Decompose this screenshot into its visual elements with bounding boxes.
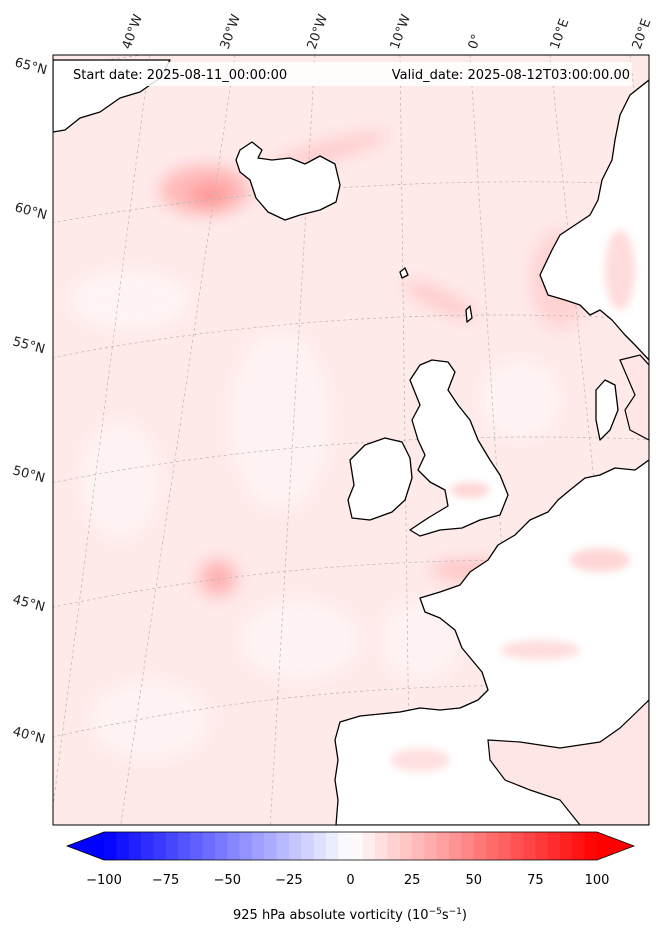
colorbar-cell	[424, 832, 438, 860]
colorbar-cell	[140, 832, 154, 860]
inland-seas	[487, 354, 649, 825]
colorbar-tick-label: 25	[404, 873, 421, 888]
colorbar-cell	[387, 832, 401, 860]
colorbar-cell	[153, 832, 167, 860]
cyclone-iceland-sw-core	[190, 183, 230, 207]
colorbar-cell	[165, 832, 179, 860]
lat-label-65n: 65°N	[13, 55, 49, 78]
valid-date-text: Valid_date: 2025-08-12T03:00:00.00	[392, 68, 630, 83]
colorbar-cell	[412, 832, 425, 860]
lon-label-10w: 10°W	[388, 12, 414, 51]
land-europe	[334, 459, 649, 825]
colorbar-cell	[473, 832, 487, 860]
colorbar-cell	[560, 832, 573, 860]
lon-label-20w: 20°W	[305, 12, 331, 51]
colorbar-tick-label: 75	[527, 873, 544, 888]
colorbar-cell	[486, 832, 499, 860]
map-panel	[53, 55, 649, 825]
colorbar-tick-label: −50	[214, 873, 241, 888]
colorbar-tick-label: −100	[86, 873, 122, 888]
lat-label-60n: 60°N	[13, 200, 49, 223]
colorbar-cell	[535, 832, 549, 860]
lon-label-0: 0°	[466, 32, 485, 51]
colorbar-extend-min	[67, 832, 104, 860]
colorbar-cell	[449, 832, 462, 860]
colorbar-cell	[177, 832, 191, 860]
colorbar-cell	[510, 832, 524, 860]
colorbar-cell	[227, 832, 240, 860]
colorbar-cell	[461, 832, 475, 860]
colorbar-tick-label: −75	[152, 873, 179, 888]
colorbar-cell	[584, 832, 598, 860]
lon-label-10e: 10°E	[548, 17, 573, 52]
colorbar-cell	[338, 832, 351, 860]
colorbar-cell	[399, 832, 413, 860]
colorbar-label: 925 hPa absolute vorticity (10−5s−1)	[233, 907, 467, 923]
lat-label-40n: 40°N	[11, 724, 47, 747]
land-iceland	[235, 141, 341, 221]
colorbar-cell	[190, 832, 203, 860]
latitude-labels: 65°N 60°N 55°N 50°N 45°N 40°N	[11, 55, 49, 747]
colorbar-outline	[65, 831, 636, 861]
colorbar-cell	[498, 832, 512, 860]
lat-label-45n: 45°N	[11, 592, 47, 615]
land-ireland	[347, 437, 413, 521]
land-denmark	[595, 379, 619, 441]
colorbar-tick-label: 0	[346, 873, 354, 888]
colorbar-cell	[350, 832, 364, 860]
lat-label-55n: 55°N	[11, 334, 47, 357]
colorbar-tick-label: 50	[466, 873, 483, 888]
colorbar-cells	[104, 832, 598, 860]
lon-label-40w: 40°W	[120, 12, 146, 51]
lat-label-50n: 50°N	[11, 463, 47, 486]
colorbar-cell	[202, 832, 216, 860]
colorbar-cell	[128, 832, 142, 860]
colorbar-cell	[104, 832, 117, 860]
colorbar-cell	[313, 832, 327, 860]
land-faroe	[399, 267, 409, 279]
colorbar-cell	[436, 832, 450, 860]
colorbar: −100 −75 −50 −25 0 25 50 75 100 925 hPa …	[65, 831, 636, 923]
colorbar-cell	[251, 832, 265, 860]
colorbar-cell	[375, 832, 388, 860]
colorbar-cell	[288, 832, 302, 860]
colorbar-cell	[325, 832, 339, 860]
colorbar-cell	[264, 832, 277, 860]
colorbar-cell	[301, 832, 314, 860]
colorbar-cell	[523, 832, 536, 860]
colorbar-cell	[547, 832, 561, 860]
map-frame	[52, 54, 650, 826]
cyclone-atlantic-core	[209, 569, 227, 587]
colorbar-tick-label: −25	[275, 873, 302, 888]
lon-label-30w: 30°W	[218, 12, 244, 51]
lon-label-20e: 20°E	[630, 17, 655, 52]
colorbar-ticks: −100 −75 −50 −25 0 25 50 75 100	[86, 873, 609, 888]
land-shetland	[465, 305, 473, 323]
colorbar-cell	[239, 832, 253, 860]
colorbar-cell	[116, 832, 130, 860]
colorbar-tick-label: 100	[585, 873, 610, 888]
colorbar-cell	[362, 832, 376, 860]
land-vorticity	[390, 230, 635, 772]
start-date-text: Start date: 2025-08-11_00:00:00	[73, 68, 287, 83]
colorbar-cell	[572, 832, 586, 860]
colorbar-cell	[214, 832, 228, 860]
longitude-labels: 40°W 30°W 20°W 10°W 0° 10°E 20°E	[120, 12, 655, 51]
colorbar-cell	[276, 832, 290, 860]
header-box	[56, 62, 632, 86]
colorbar-extend-max	[597, 832, 634, 860]
